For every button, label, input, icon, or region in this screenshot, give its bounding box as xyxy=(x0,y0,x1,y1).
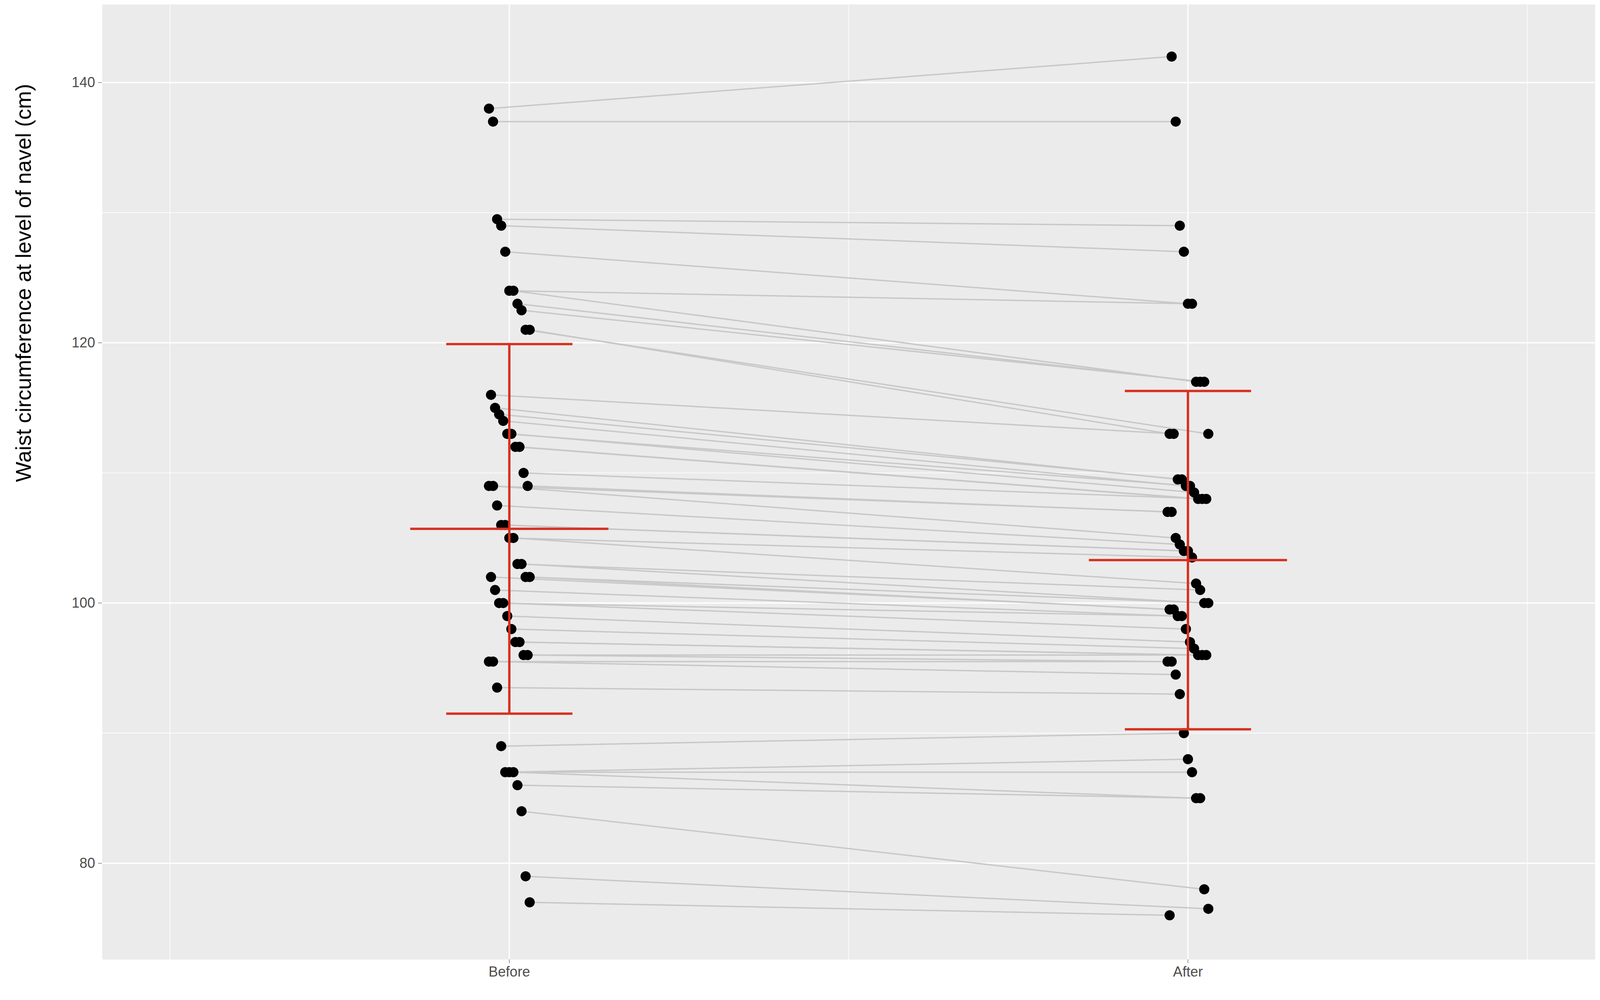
svg-text:Waist circumference at level o: Waist circumference at level of navel (c… xyxy=(11,83,36,483)
svg-text:140: 140 xyxy=(71,74,95,91)
svg-text:80: 80 xyxy=(79,854,95,871)
svg-text:120: 120 xyxy=(71,334,95,351)
svg-text:100: 100 xyxy=(71,594,95,611)
svg-text:Before: Before xyxy=(488,963,531,980)
svg-text:After: After xyxy=(1173,963,1203,980)
